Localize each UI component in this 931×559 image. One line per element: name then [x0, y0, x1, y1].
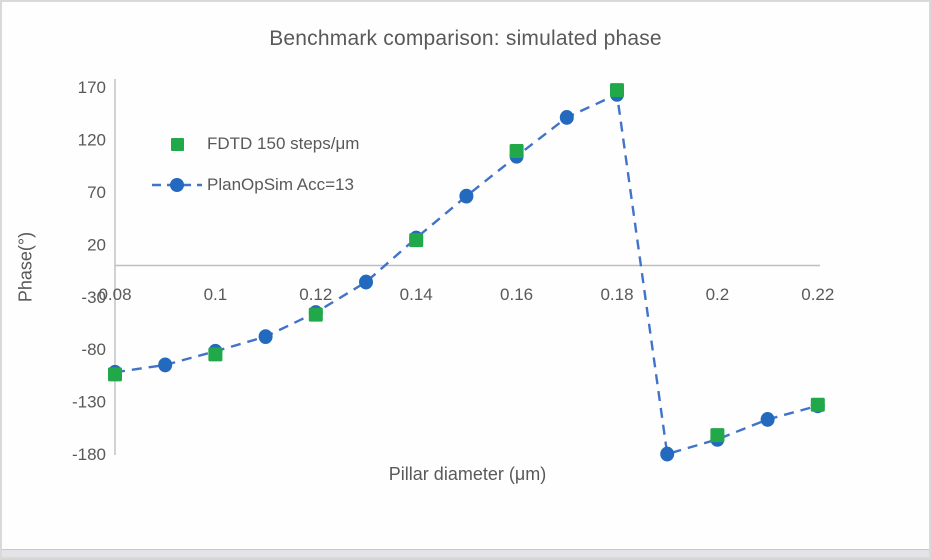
x-axis-title: Pillar diameter (μm) [388, 464, 547, 484]
svg-text:0.18: 0.18 [600, 285, 633, 304]
green-square-marker-icon [170, 137, 184, 151]
svg-text:-180: -180 [72, 445, 106, 464]
svg-text:20: 20 [87, 235, 106, 254]
svg-text:170: 170 [78, 78, 106, 97]
blue-dash-circle-marker-icon [149, 176, 205, 194]
svg-text:0.12: 0.12 [299, 285, 332, 304]
svg-text:120: 120 [78, 130, 106, 149]
chart-title: Benchmark comparison: simulated phase [269, 27, 662, 50]
legend-label-fdtd: FDTD 150 steps/μm [207, 134, 360, 153]
svg-text:0.16: 0.16 [500, 285, 533, 304]
svg-text:0.08: 0.08 [98, 285, 131, 304]
svg-text:70: 70 [87, 183, 106, 202]
svg-text:0.22: 0.22 [801, 285, 834, 304]
svg-text:-130: -130 [72, 393, 106, 412]
svg-text:0.2: 0.2 [706, 285, 730, 304]
svg-text:0.1: 0.1 [204, 285, 228, 304]
legend-item-fdtd: FDTD 150 steps/μm [149, 130, 359, 158]
svg-text:0.14: 0.14 [400, 285, 433, 304]
legend: FDTD 150 steps/μm PlanOpSim Acc=13 [149, 130, 359, 199]
legend-icon-cell [149, 137, 205, 151]
svg-text:-30: -30 [81, 288, 106, 307]
svg-text:-80: -80 [81, 340, 106, 359]
legend-item-planopsim: PlanOpSim Acc=13 [149, 171, 359, 199]
legend-label-planopsim: PlanOpSim Acc=13 [207, 175, 354, 194]
window-bottom-edge [2, 549, 929, 557]
